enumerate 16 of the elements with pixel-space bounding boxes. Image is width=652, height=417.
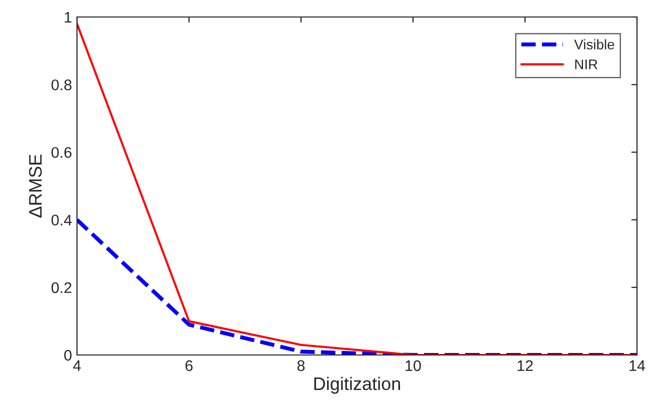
x-tick-label: 4 <box>73 360 81 371</box>
legend-label: Visible <box>574 39 614 50</box>
y-tick-label: 0 <box>64 350 72 361</box>
x-tick-label: 10 <box>406 360 421 372</box>
y-tick-label: 0.2 <box>52 282 72 294</box>
y-axis-title: ΔRMSE <box>28 154 42 218</box>
y-tick-label: 0.4 <box>52 214 72 226</box>
y-tick-label: 0.8 <box>52 79 72 90</box>
x-tick-label: 8 <box>297 360 305 372</box>
y-tick-label: 1 <box>64 12 72 23</box>
legend-label: NIR <box>575 60 598 70</box>
y-tick-label: 0.6 <box>52 147 72 158</box>
x-axis-title: Digitization <box>314 376 400 394</box>
x-tick-label: 6 <box>186 360 193 372</box>
x-tick-label: 12 <box>518 360 533 371</box>
x-tick-label: 14 <box>630 360 646 371</box>
